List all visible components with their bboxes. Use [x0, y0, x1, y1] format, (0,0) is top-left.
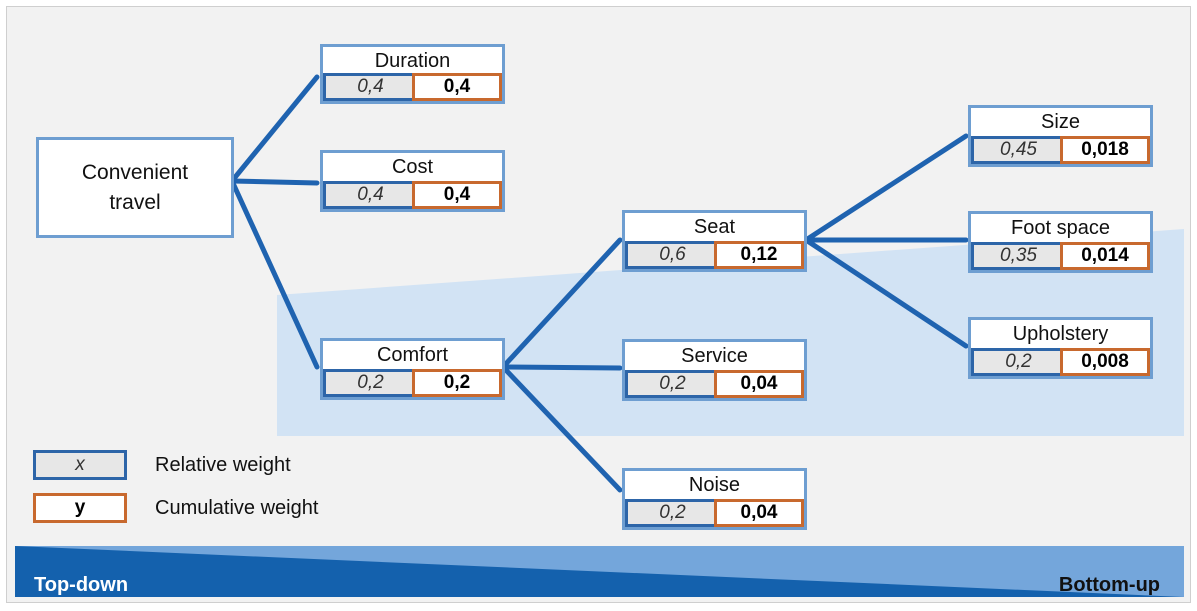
- node-upholstery-cumulative-weight: 0,008: [1060, 348, 1150, 376]
- node-seat: Seat 0,6 0,12: [622, 210, 807, 272]
- legend-relative-label: Relative weight: [155, 454, 291, 476]
- node-upholstery: Upholstery 0,2 0,008: [968, 317, 1153, 379]
- node-size-relative-weight: 0,45: [971, 136, 1066, 164]
- node-seat-label: Seat: [693, 216, 736, 238]
- node-comfort-cumulative-weight: 0,2: [412, 369, 502, 397]
- node-noise: Noise 0,2 0,04: [622, 468, 807, 530]
- node-upholstery-label: Upholstery: [1012, 323, 1109, 345]
- banner-top-down-wedge: [15, 546, 1184, 597]
- connector-comfort-seat: [500, 237, 623, 370]
- node-foot-space-relative-weight: 0,35: [971, 242, 1066, 270]
- connector-seat-size: [803, 133, 969, 243]
- connector-seat-upholstery: [803, 237, 969, 349]
- connector-root-cost: [229, 178, 320, 186]
- node-noise-label: Noise: [688, 474, 741, 496]
- node-noise-relative-weight: 0,2: [625, 499, 720, 527]
- node-service-label: Service: [681, 345, 748, 367]
- node-duration: Duration 0,4 0,4: [320, 44, 505, 104]
- node-size-label: Size: [1041, 111, 1080, 133]
- connector-comfort-service: [500, 364, 623, 371]
- banner-bottom-up-label: Bottom-up: [1058, 574, 1160, 596]
- legend-cumulative-label: Cumulative weight: [155, 497, 319, 519]
- node-service-relative-weight: 0,2: [625, 370, 720, 398]
- node-foot-space: Foot space 0,35 0,014: [968, 211, 1153, 273]
- root-node: Convenient travel: [36, 137, 234, 238]
- node-duration-cumulative-weight: 0,4: [412, 73, 502, 101]
- connector-root-comfort: [229, 178, 320, 370]
- node-comfort: Comfort 0,2 0,2: [320, 338, 505, 400]
- legend-relative-swatch: x: [33, 450, 127, 480]
- node-noise-cumulative-weight: 0,04: [714, 499, 804, 527]
- banner-top-down-label: Top-down: [34, 574, 129, 596]
- node-seat-relative-weight: 0,6: [625, 241, 720, 269]
- node-foot-space-label: Foot space: [1011, 217, 1110, 239]
- node-foot-space-cumulative-weight: 0,014: [1060, 242, 1150, 270]
- node-service-cumulative-weight: 0,04: [714, 370, 804, 398]
- node-comfort-relative-weight: 0,2: [323, 369, 418, 397]
- node-cost-relative-weight: 0,4: [323, 181, 418, 209]
- node-cost-label: Cost: [391, 156, 434, 178]
- connector-lines: [229, 74, 969, 493]
- legend-cumulative-swatch: y: [33, 493, 127, 523]
- node-cost-cumulative-weight: 0,4: [412, 181, 502, 209]
- connector-comfort-noise: [500, 364, 623, 493]
- root-label: Convenient travel: [81, 160, 189, 214]
- node-size: Size 0,45 0,018: [968, 105, 1153, 167]
- diagram-canvas: Convenient travel Duration 0,4 0,4 Cost …: [6, 6, 1191, 603]
- node-duration-label: Duration: [374, 50, 451, 72]
- connector-root-duration: [229, 74, 320, 184]
- node-duration-relative-weight: 0,4: [323, 73, 418, 101]
- node-size-cumulative-weight: 0,018: [1060, 136, 1150, 164]
- node-seat-cumulative-weight: 0,12: [714, 241, 804, 269]
- node-service: Service 0,2 0,04: [622, 339, 807, 401]
- node-comfort-label: Comfort: [376, 344, 449, 366]
- node-cost: Cost 0,4 0,4: [320, 150, 505, 212]
- node-upholstery-relative-weight: 0,2: [971, 348, 1066, 376]
